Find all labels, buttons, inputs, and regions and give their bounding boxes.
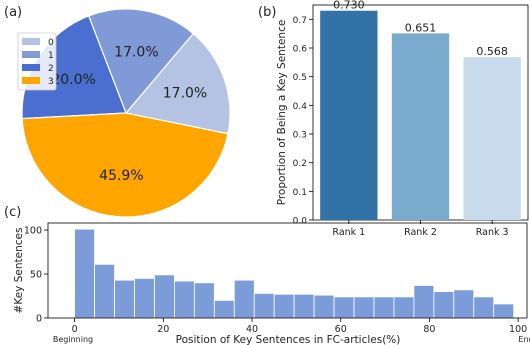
rank-xtick-label: Rank 3 [476, 227, 509, 238]
rank-ylabel: Proportion of Being a Key Sentence [276, 20, 288, 206]
panel-label-c: (c) [4, 205, 21, 220]
hist-bar [293, 293, 315, 319]
pie-slice-1 [87, 8, 195, 115]
pie-value-label-0: 17.0% [163, 86, 207, 102]
hist-xtick-label: 60 [335, 324, 347, 335]
hist-bar [134, 278, 155, 319]
rank-ytick-label: 0.3 [293, 131, 307, 141]
hist-xtick-label: 100 [509, 324, 527, 335]
pie-legend-label-0: 0 [48, 38, 54, 48]
rank-ytick-label: 0.5 [293, 73, 307, 83]
hist-bar [273, 293, 295, 319]
hist-bar [174, 280, 195, 319]
hist-annotation-beginning: Beginning [53, 335, 93, 344]
pie-legend: 0 1 2 3 [17, 32, 57, 91]
pie-value-label-1: 17.0% [114, 45, 158, 61]
hist-ylabel: #Key Sentences [13, 228, 25, 314]
pie-legend-label-2: 2 [48, 64, 54, 74]
hist-xtick-label: 40 [246, 324, 258, 335]
pie-legend-label-3: 3 [48, 77, 54, 87]
rank-ytick-label: 0.4 [293, 102, 308, 112]
pie-legend-swatch-3 [22, 77, 40, 84]
hist-ytick-label: 0 [36, 314, 42, 325]
pie-legend-swatch-0 [22, 38, 40, 45]
hist-bar [94, 263, 115, 319]
rank-bar-value-label: 0.651 [405, 21, 437, 34]
hist-bar [453, 289, 475, 319]
panel-label-a: (a) [4, 5, 22, 20]
pie-legend-swatch-1 [22, 51, 40, 58]
hist-bar [493, 303, 515, 319]
rank-bar-chart: Proportion of Being a Key Sentence 0.0 0.… [276, 0, 529, 238]
hist-plot-frame [47, 222, 528, 319]
hist-ytick-label: 100 [24, 226, 42, 237]
rank-bar-1 [320, 10, 378, 220]
hist-bar [154, 274, 175, 319]
hist-bar [473, 296, 495, 319]
pie-legend-label-1: 1 [48, 51, 54, 61]
hist-bar [114, 279, 135, 319]
pie-slice-3 [21, 112, 229, 218]
hist-bar [313, 294, 335, 319]
panel-label-b: (b) [258, 5, 276, 20]
rank-bar-value-label: 0.568 [476, 45, 508, 58]
hist-bar [193, 282, 215, 319]
rank-ytick-label: 0.0 [293, 217, 308, 227]
rank-bar-2 [391, 33, 450, 220]
hist-bar [353, 296, 375, 319]
pie-value-label-2: 20.0% [51, 72, 95, 88]
hist-annotation-end: End [518, 335, 530, 344]
pie-value-label-3: 45.9% [99, 168, 143, 184]
rank-ytick-label: 0.1 [293, 188, 307, 198]
rank-ytick-label: 0.2 [293, 159, 307, 169]
pie-legend-swatch-2 [22, 64, 40, 71]
hist-bar [373, 296, 395, 319]
position-histogram: #Key Sentences Position of Key Sentences… [13, 222, 530, 345]
hist-bar [74, 228, 95, 319]
hist-xtick-label: 20 [157, 324, 169, 335]
pie-slice-0 [124, 32, 231, 135]
hist-bar [233, 279, 255, 319]
hist-bar [433, 291, 455, 319]
rank-bar-value-label: 0.730 [333, 0, 365, 12]
hist-xlabel: Position of Key Sentences in FC-articles… [176, 334, 401, 345]
rank-ytick-label: 0.7 [293, 16, 307, 26]
hist-xtick-label: 0 [72, 324, 78, 335]
rank-xtick-label: Rank 2 [404, 227, 437, 238]
hist-bar [393, 296, 415, 319]
hist-bar [333, 296, 355, 319]
hist-ytick-label: 50 [30, 270, 42, 281]
hist-bar [413, 285, 435, 319]
rank-bar-3 [463, 57, 521, 220]
rank-ytick-label: 0.6 [293, 45, 308, 55]
hist-xtick-label: 80 [423, 324, 435, 335]
hist-bar [253, 292, 275, 319]
hist-bar [213, 300, 235, 319]
pie-legend-frame [17, 32, 57, 91]
pie-chart: 17.0% 17.0% 20.0% 45.9% [21, 8, 231, 218]
rank-xtick-label: Rank 1 [332, 227, 365, 238]
